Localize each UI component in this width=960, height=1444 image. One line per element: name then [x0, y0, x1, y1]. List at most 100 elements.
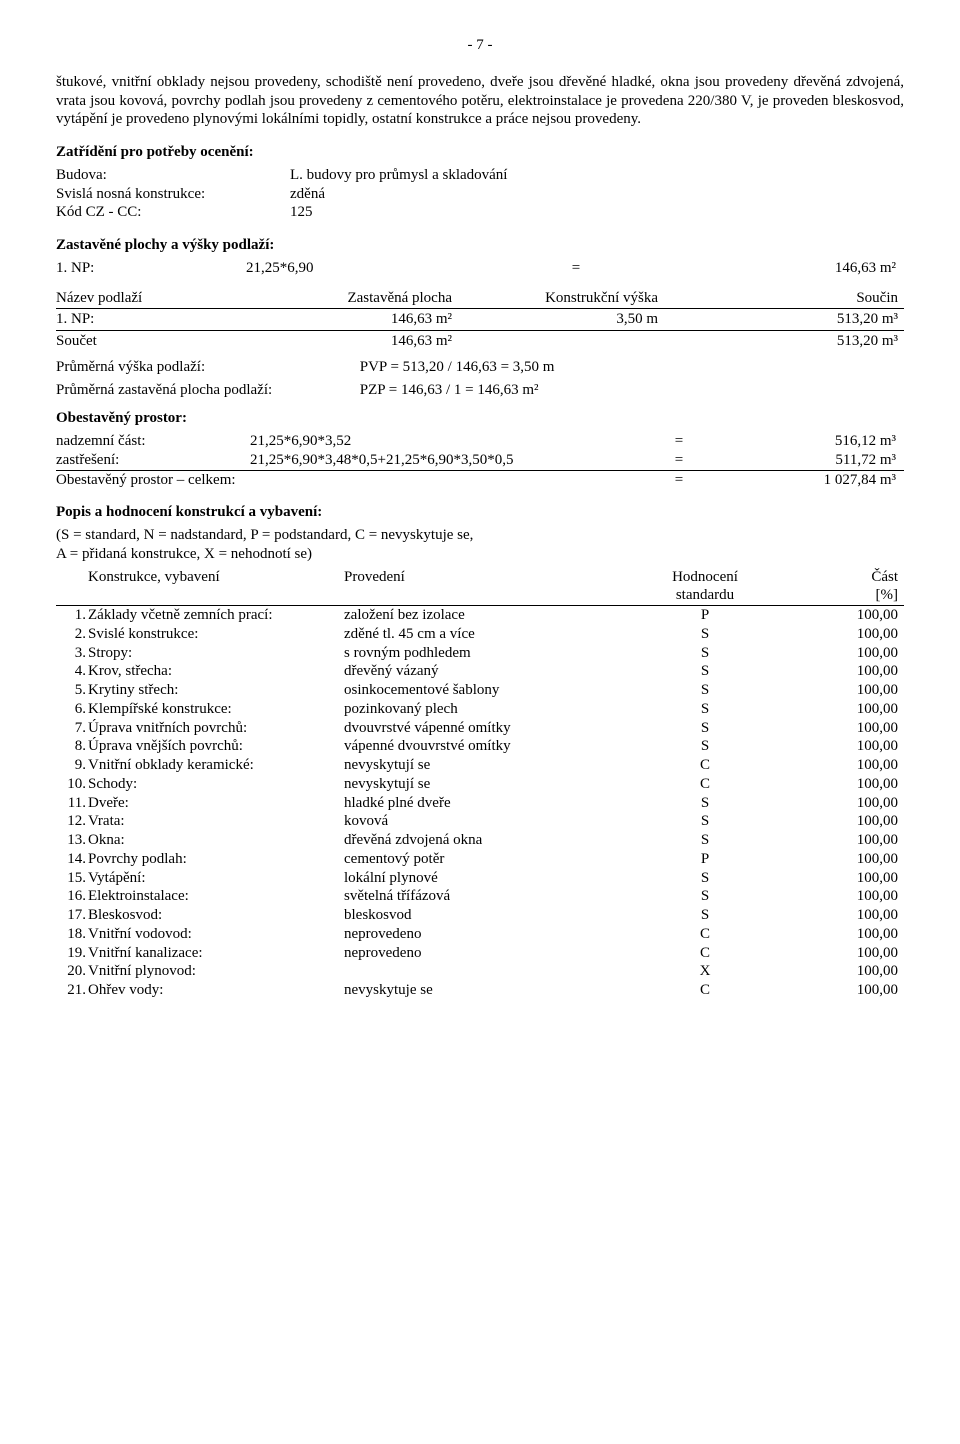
table-row: 5.Krytiny střech:osinkocementové šablony…	[56, 681, 904, 700]
ct-hod: S	[650, 700, 766, 719]
ct-part: 100,00	[766, 944, 904, 963]
zatrideni-key-2: Kód CZ - CC:	[56, 203, 290, 222]
ct-name: Vnitřní vodovod:	[88, 925, 344, 944]
ct-part: 100,00	[766, 681, 904, 700]
zatrideni-key-0: Budova:	[56, 166, 290, 185]
np-calc-line: 1. NP: 21,25*6,90 = 146,63 m²	[56, 259, 904, 278]
intro-paragraph: štukové, vnitřní obklady nejsou proveden…	[56, 73, 904, 129]
zast-h1: Zastavěná plocha	[252, 288, 458, 309]
table-row: 13.Okna:dřevěná zdvojená oknaS100,00	[56, 831, 904, 850]
ct-name: Základy včetně zemních prací:	[88, 606, 344, 625]
ct-name: Stropy:	[88, 644, 344, 663]
ct-idx: 8.	[56, 737, 88, 756]
ct-hod: S	[650, 625, 766, 644]
ct-hod: S	[650, 719, 766, 738]
ct-part: 100,00	[766, 775, 904, 794]
ct-part: 100,00	[766, 812, 904, 831]
zast-r0-d: 513,20 m³	[664, 309, 904, 331]
ct-part: 100,00	[766, 625, 904, 644]
ct-part: 100,00	[766, 925, 904, 944]
obes-r1-eq: =	[664, 451, 698, 470]
ct-idx: 20.	[56, 962, 88, 981]
obes-r1-a: zastřešení:	[56, 451, 250, 470]
zatrideni-val-1: zděná	[290, 185, 531, 204]
ct-name: Svislé konstrukce:	[88, 625, 344, 644]
ct-part: 100,00	[766, 606, 904, 625]
ct-hod: S	[650, 681, 766, 700]
obestaveny-title: Obestavěný prostor:	[56, 409, 904, 428]
ct-idx: 19.	[56, 944, 88, 963]
ct-idx: 18.	[56, 925, 88, 944]
ct-h-hod2: standardu	[676, 587, 734, 603]
ct-part: 100,00	[766, 850, 904, 869]
ct-hod: S	[650, 906, 766, 925]
ct-h-part2: [%]	[876, 587, 899, 603]
zast-h3: Součin	[664, 288, 904, 309]
table-row: 2.Svislé konstrukce:zděné tl. 45 cm a ví…	[56, 625, 904, 644]
zast-r0-a: 1. NP:	[56, 309, 252, 331]
np-label: 1. NP:	[56, 259, 246, 278]
page-number: - 7 -	[56, 36, 904, 55]
ct-prov: dvouvrstvé vápenné omítky	[344, 719, 650, 738]
ct-prov: dřevěná zdvojená okna	[344, 831, 650, 850]
ct-prov: zděné tl. 45 cm a více	[344, 625, 650, 644]
ct-idx: 15.	[56, 869, 88, 888]
ct-name: Krytiny střech:	[88, 681, 344, 700]
ct-idx: 21.	[56, 981, 88, 1000]
obes-r1-r: 511,72 m³	[698, 451, 904, 470]
ct-prov: lokální plynové	[344, 869, 650, 888]
ct-part: 100,00	[766, 906, 904, 925]
table-row: 12.Vrata:kovováS100,00	[56, 812, 904, 831]
ct-prov: neprovedeno	[344, 944, 650, 963]
ct-idx: 3.	[56, 644, 88, 663]
ct-prov: hladké plné dveře	[344, 794, 650, 813]
ct-part: 100,00	[766, 662, 904, 681]
np-res: 146,63 m²	[596, 259, 904, 278]
ct-prov: neprovedeno	[344, 925, 650, 944]
table-row: 18.Vnitřní vodovod:neprovedenoC100,00	[56, 925, 904, 944]
table-row: 21.Ohřev vody:nevyskytuje seC100,00	[56, 981, 904, 1000]
ct-prov: kovová	[344, 812, 650, 831]
ct-hod: P	[650, 606, 766, 625]
ct-name: Vnitřní obklady keramické:	[88, 756, 344, 775]
ct-name: Krov, střecha:	[88, 662, 344, 681]
popis-title: Popis a hodnocení konstrukcí a vybavení:	[56, 503, 904, 522]
table-row: 8.Úprava vnějších povrchů:vápenné dvouvr…	[56, 737, 904, 756]
table-row: 3.Stropy:s rovným podhledemS100,00	[56, 644, 904, 663]
table-row: 20.Vnitřní plynovod:X100,00	[56, 962, 904, 981]
ct-name: Úprava vnitřních povrchů:	[88, 719, 344, 738]
popis-legend-2: A = přidaná konstrukce, X = nehodnotí se…	[56, 545, 904, 564]
ct-hod: S	[650, 812, 766, 831]
obes-total-r: 1 027,84 m³	[698, 470, 904, 489]
popis-legend-1: (S = standard, N = nadstandard, P = pods…	[56, 526, 904, 545]
ct-prov: světelná třífázová	[344, 887, 650, 906]
np-eq: =	[556, 259, 596, 278]
table-row: 1.Základy včetně zemních prací:založení …	[56, 606, 904, 625]
table-row: 9.Vnitřní obklady keramické:nevyskytují …	[56, 756, 904, 775]
table-row: 7.Úprava vnitřních povrchů:dvouvrstvé vá…	[56, 719, 904, 738]
ct-hod: S	[650, 869, 766, 888]
pvp-label: Průměrná výška podlaží:	[56, 358, 356, 377]
table-row: 6.Klempířské konstrukce:pozinkovaný plec…	[56, 700, 904, 719]
ct-part: 100,00	[766, 869, 904, 888]
ct-part: 100,00	[766, 737, 904, 756]
ct-hod: S	[650, 831, 766, 850]
ct-idx: 7.	[56, 719, 88, 738]
table-row: 19.Vnitřní kanalizace:neprovedenoC100,00	[56, 944, 904, 963]
ct-name: Bleskosvod:	[88, 906, 344, 925]
ct-name: Ohřev vody:	[88, 981, 344, 1000]
ct-hod: C	[650, 775, 766, 794]
pvp-val: PVP = 513,20 / 146,63 = 3,50 m	[360, 359, 555, 375]
zast-sum-c	[458, 331, 664, 352]
ct-prov: dřevěný vázaný	[344, 662, 650, 681]
ct-idx: 16.	[56, 887, 88, 906]
ct-idx: 5.	[56, 681, 88, 700]
ct-name: Okna:	[88, 831, 344, 850]
pzp-val: PZP = 146,63 / 1 = 146,63 m²	[360, 382, 539, 398]
pzp-line: Průměrná zastavěná plocha podlaží: PZP =…	[56, 381, 904, 400]
ct-h-name: Konstrukce, vybavení	[88, 568, 344, 606]
ct-idx: 11.	[56, 794, 88, 813]
zatrideni-val-2: 125	[290, 203, 531, 222]
ct-idx: 13.	[56, 831, 88, 850]
ct-idx: 6.	[56, 700, 88, 719]
